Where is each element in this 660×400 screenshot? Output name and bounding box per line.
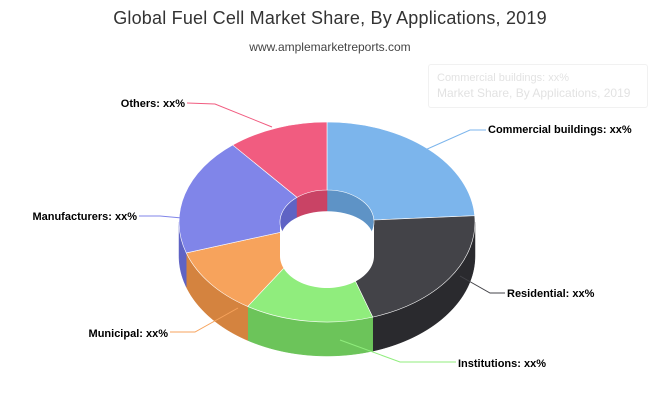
slice-manufacturers[interactable] bbox=[178, 144, 298, 254]
connector-manufacturers bbox=[139, 215, 183, 219]
connector-residential bbox=[459, 275, 505, 294]
label-others: Others: xx% bbox=[121, 98, 185, 110]
slice-commercial-buildings[interactable] bbox=[326, 121, 476, 221]
label-connectors bbox=[139, 102, 505, 363]
chart-title: Global Fuel Cell Market Share, By Applic… bbox=[113, 8, 547, 28]
faded-tooltip: Commercial buildings: xx% Market Share, … bbox=[428, 64, 648, 108]
connector-commercial-buildings bbox=[424, 129, 486, 151]
chart-subtitle: www.amplemarketreports.com bbox=[249, 40, 411, 54]
label-commercial-buildings: Commercial buildings: xx% bbox=[488, 124, 632, 136]
hole-opening bbox=[281, 211, 373, 264]
slice-others[interactable] bbox=[232, 121, 328, 198]
connector-others bbox=[186, 102, 273, 128]
label-residential: Residential: xx% bbox=[507, 288, 595, 300]
donut-top-faces bbox=[178, 121, 476, 323]
faded-tooltip-line1: Commercial buildings: xx% bbox=[437, 72, 570, 84]
connector-municipal bbox=[170, 307, 239, 333]
faded-tooltip-line2: Market Share, By Applications, 2019 bbox=[437, 86, 631, 100]
slice-labels: Commercial buildings: xx% Residential: xx… bbox=[32, 98, 631, 370]
donut-hole bbox=[280, 211, 374, 288]
label-institutions: Institutions: xx% bbox=[458, 358, 546, 370]
label-manufacturers: Manufacturers: xx% bbox=[32, 211, 137, 223]
label-municipal: Municipal: xx% bbox=[89, 328, 169, 340]
connector-institutions bbox=[339, 339, 456, 363]
